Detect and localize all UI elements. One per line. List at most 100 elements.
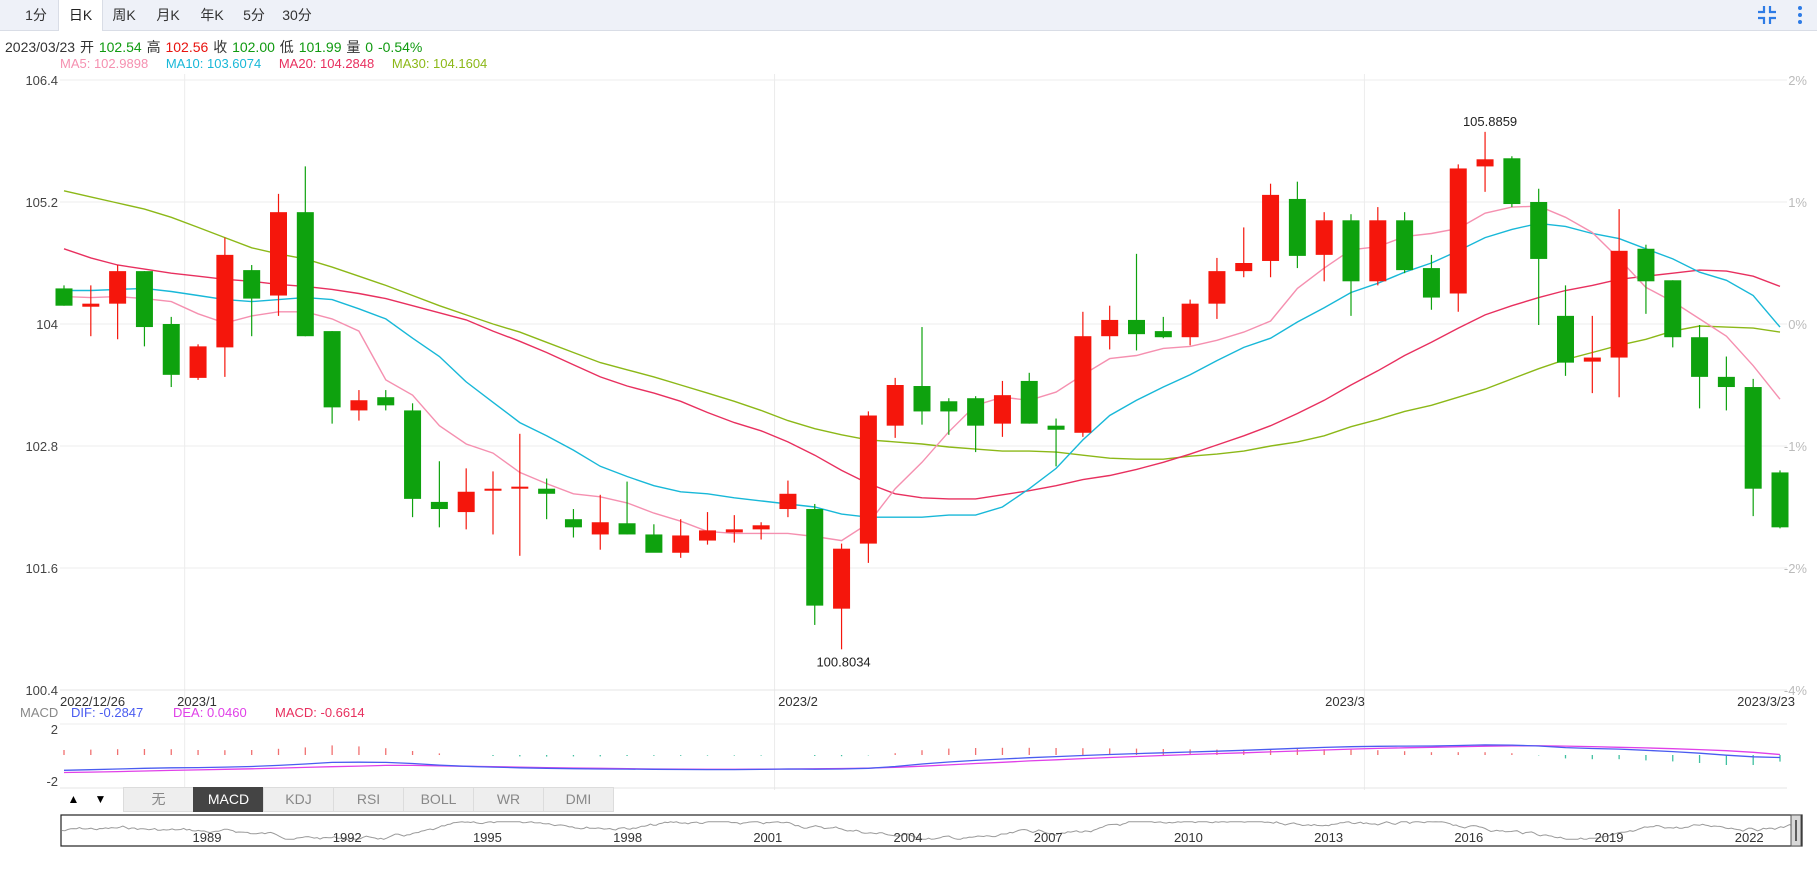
tab-yearly-k[interactable]: 年K xyxy=(200,7,224,23)
candle-body xyxy=(55,288,73,306)
candle-body xyxy=(189,346,207,378)
info-date: 2023/03/23 xyxy=(5,39,76,55)
candle xyxy=(1476,131,1494,192)
macd-dea-legend: DEA: 0.0460 xyxy=(173,705,247,720)
candle xyxy=(752,522,770,540)
scroll-up-icon[interactable]: ▲ xyxy=(67,792,80,806)
info-vol-label: 量 xyxy=(346,39,361,55)
candle-body xyxy=(1691,337,1709,377)
info-high: 102.56 xyxy=(165,39,209,55)
candle-body xyxy=(296,212,314,337)
candle-body xyxy=(1235,263,1253,272)
date-tick-label: 2022/12/26 xyxy=(60,694,125,709)
collapse-icon[interactable] xyxy=(1756,4,1778,31)
period-tabbar: 1分 日K 周K 月K 年K 5分 30分 xyxy=(0,0,1817,31)
price-tick-label: 100.4 xyxy=(25,683,58,698)
tab-30min[interactable]: 30分 xyxy=(282,7,312,23)
candle-body xyxy=(1262,194,1280,261)
candle-body xyxy=(645,534,663,553)
candle-body xyxy=(216,254,234,348)
candle xyxy=(296,166,314,337)
date-tick-label: 2023/3 xyxy=(1325,694,1365,709)
candle xyxy=(859,411,877,563)
percent-tick-label: 0% xyxy=(1788,317,1807,332)
navigator-year-label: 1989 xyxy=(193,830,222,845)
candle-body xyxy=(162,324,180,375)
candle xyxy=(1610,209,1628,398)
candle-body xyxy=(1476,159,1494,167)
percent-tick-label: -4% xyxy=(1784,683,1808,698)
candle xyxy=(55,285,73,306)
candle-body xyxy=(1717,376,1735,388)
candle-body xyxy=(323,331,341,408)
candle-body xyxy=(1396,220,1414,271)
navigator-year-label: 2007 xyxy=(1034,830,1063,845)
candle xyxy=(940,398,958,435)
candle xyxy=(538,478,556,520)
percent-tick-label: -1% xyxy=(1784,439,1808,454)
candle-body xyxy=(109,271,127,304)
candle-body xyxy=(564,519,582,528)
candle-body xyxy=(1422,268,1440,298)
legend-ma20: MA20: 104.2848 xyxy=(278,56,375,71)
candle-body xyxy=(913,386,931,412)
indicator-tab-wr[interactable]: WR xyxy=(473,787,544,812)
indicator-tab-dmi[interactable]: DMI xyxy=(543,787,614,812)
candle-body xyxy=(1583,357,1601,362)
candle-body xyxy=(1342,220,1360,282)
candle-body xyxy=(1128,319,1145,335)
price-tick-label: 106.4 xyxy=(25,73,58,88)
candle-body xyxy=(1208,271,1226,304)
scroll-down-icon[interactable]: ▼ xyxy=(94,792,107,806)
ma10-line xyxy=(64,222,1781,518)
indicator-tab-none[interactable]: 无 xyxy=(123,787,194,812)
percent-axis: 2% 1% 0% -1% -2% -4% xyxy=(1784,73,1808,698)
tab-1min[interactable]: 1分 xyxy=(25,7,47,23)
navigator-year-label: 1995 xyxy=(473,830,502,845)
tab-monthly-k[interactable]: 月K xyxy=(156,7,180,23)
candle xyxy=(779,480,797,518)
info-low: 101.99 xyxy=(298,39,342,55)
candle xyxy=(993,380,1011,437)
candle xyxy=(645,524,663,553)
indicator-tab-rsi[interactable]: RSI xyxy=(333,787,404,812)
percent-tick-label: -2% xyxy=(1784,561,1808,576)
candle xyxy=(1315,212,1333,282)
candle-body xyxy=(699,530,716,541)
candle xyxy=(913,327,931,425)
candle xyxy=(457,468,475,530)
candle-body xyxy=(859,415,877,544)
indicator-tab-boll[interactable]: BOLL xyxy=(403,787,474,812)
candle xyxy=(833,543,851,650)
ohlc-info: 2023/03/23 开 102.54 高 102.56 收 102.00 低 … xyxy=(5,37,423,57)
macd-value-legend: MACD: -0.6614 xyxy=(275,705,365,720)
candle-body xyxy=(82,303,100,307)
candle xyxy=(1154,316,1172,339)
macd-panel: 2 -2 xyxy=(46,722,1781,789)
more-menu-icon[interactable] xyxy=(1795,4,1805,31)
navigator-frame xyxy=(60,814,1803,847)
navigator-year-label: 2019 xyxy=(1595,830,1624,845)
candle-body xyxy=(243,270,261,299)
max-price-label: 105.8859 xyxy=(1463,114,1517,129)
macd-tick-label: 2 xyxy=(51,722,58,737)
candle-body xyxy=(1449,168,1467,294)
candle xyxy=(430,461,448,528)
legend-ma10: MA10: 103.6074 xyxy=(165,56,262,71)
legend-ma30: MA30: 104.1604 xyxy=(391,56,488,71)
info-close: 102.00 xyxy=(232,39,275,55)
date-tick-label: 2023/3/23 xyxy=(1737,694,1795,709)
candle-body xyxy=(1315,220,1333,255)
navigator-year-label: 2016 xyxy=(1454,830,1483,845)
tab-weekly-k[interactable]: 周K xyxy=(112,7,136,23)
date-tick-label: 2023/1 xyxy=(177,694,217,709)
indicator-tab-kdj[interactable]: KDJ xyxy=(263,787,334,812)
indicator-tab-macd[interactable]: MACD xyxy=(193,787,264,812)
range-navigator[interactable]: 1989 1992 1995 1998 2001 2004 2007 2010 2013 2016… xyxy=(60,814,1803,847)
candle xyxy=(404,403,422,518)
candle xyxy=(1691,325,1709,409)
tab-daily-k[interactable]: 日K xyxy=(58,0,103,31)
percent-tick-label: 1% xyxy=(1788,195,1807,210)
tab-5min[interactable]: 5分 xyxy=(243,7,265,23)
